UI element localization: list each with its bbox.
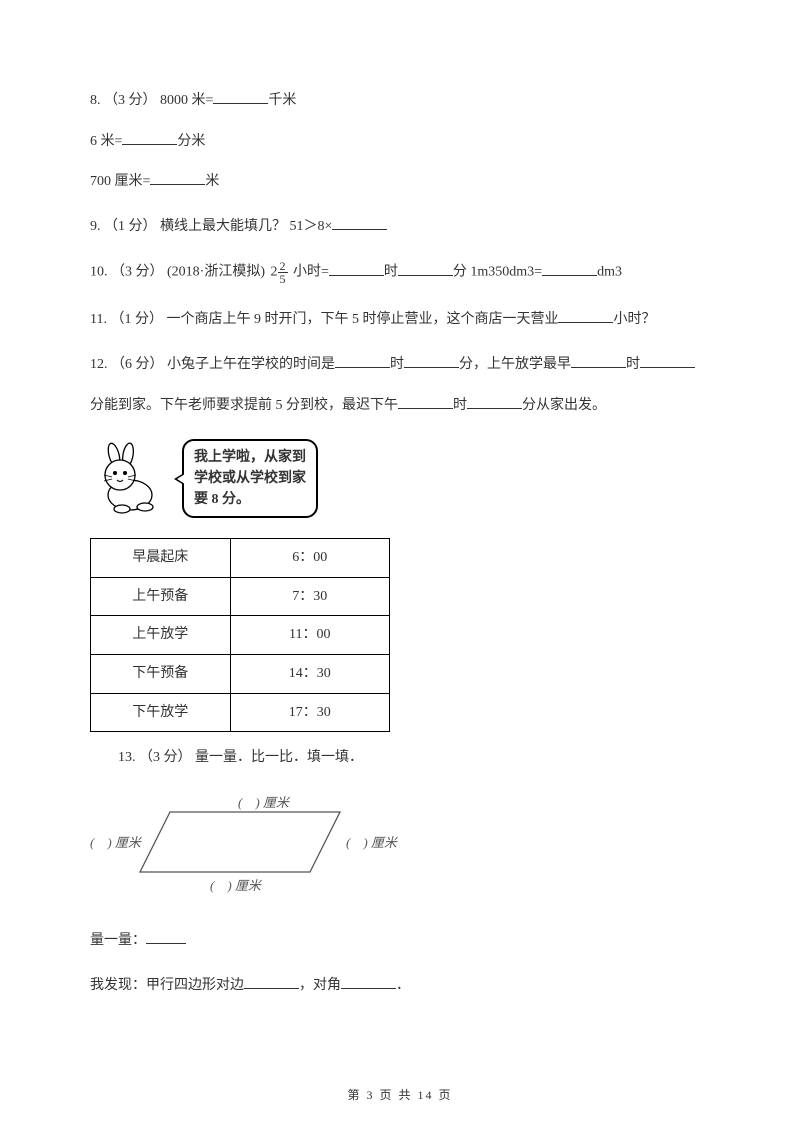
q13-label: 13. （3 分） 量一量．比一比．填一填．	[90, 748, 710, 768]
blank	[571, 354, 626, 368]
q12-a: 12. （6 分） 小兔子上午在学校的时间是	[90, 357, 335, 372]
page-footer: 第 3 页 共 14 页	[0, 1087, 800, 1104]
q10-h: 时	[384, 265, 398, 280]
q12-b: 时	[390, 357, 404, 372]
q13-measure: 量一量：	[90, 930, 710, 951]
question-11: 11. （1 分） 一个商店上午 9 时开门，下午 5 时停止营业，这个商店一天…	[90, 309, 710, 330]
question-9: 9. （1 分） 横线上最大能填几？ 51＞8×	[90, 216, 710, 237]
blank	[640, 354, 695, 368]
table-row: 下午放学17：30	[91, 693, 390, 732]
blank	[146, 930, 186, 944]
q8-sub2-unit: 分米	[177, 134, 205, 149]
frac: 25	[278, 260, 288, 285]
q12-d: 时	[626, 357, 640, 372]
q8-unit1: 千米	[268, 93, 296, 108]
svg-text:( ) 厘米: ( ) 厘米	[238, 795, 291, 810]
schedule-time: 11：00	[230, 616, 390, 655]
blank	[542, 262, 597, 276]
blank	[335, 354, 390, 368]
q13-find: 我发现：甲行四边形对边 ，对角 ．	[90, 975, 710, 996]
table-row: 下午预备14：30	[91, 654, 390, 693]
blank	[329, 262, 384, 276]
q12-2c: 分从家出发。	[522, 398, 606, 413]
table-row: 上午放学11：00	[91, 616, 390, 655]
q8-sub2-pre: 6 米=	[90, 134, 122, 149]
schedule-label: 下午放学	[91, 693, 231, 732]
q8-sub3-pre: 700 厘米=	[90, 174, 150, 189]
svg-text:( ) 厘米: ( ) 厘米	[210, 878, 263, 893]
bunny-icon	[90, 441, 170, 516]
q13-find-b: ，对角	[299, 978, 341, 993]
schedule-time: 14：30	[230, 654, 390, 693]
blank	[341, 975, 396, 989]
q10-m: 分 1m350dm3=	[453, 265, 542, 280]
q10-after: 小时=	[293, 265, 329, 280]
schedule-table: 早晨起床6：00上午预备7：30上午放学11：00下午预备14：30下午放学17…	[90, 538, 390, 732]
schedule-label: 下午预备	[91, 654, 231, 693]
q12-2a: 分能到家。下午老师要求提前 5 分到校，最迟下午	[90, 398, 398, 413]
q8-sub3-unit: 米	[205, 174, 219, 189]
blank	[213, 90, 268, 104]
blank	[467, 395, 522, 409]
q13-find-a: 我发现：甲行四边形对边	[90, 978, 244, 993]
q8-text: 8. （3 分） 8000 米=	[90, 93, 213, 108]
q12-2b: 时	[453, 398, 467, 413]
table-row: 上午预备7：30	[91, 577, 390, 616]
schedule-label: 早晨起床	[91, 539, 231, 578]
q13-measure-label: 量一量：	[90, 933, 146, 948]
blank	[398, 395, 453, 409]
q13-find-c: ．	[396, 978, 410, 993]
blank	[404, 354, 459, 368]
blank	[558, 309, 613, 323]
question-10: 10. （3 分） (2018·浙江模拟) 225 小时= 时 分 1m350dm3…	[90, 260, 710, 285]
q12-c: 分，上午放学最早	[459, 357, 571, 372]
blank	[244, 975, 299, 989]
bunny-speech-row: 我上学啦，从家到 学校或从学校到家 要 8 分。	[90, 439, 710, 518]
frac-den: 5	[278, 273, 288, 285]
speech-bubble: 我上学啦，从家到 学校或从学校到家 要 8 分。	[182, 439, 318, 518]
schedule-label: 上午预备	[91, 577, 231, 616]
schedule-label: 上午放学	[91, 616, 231, 655]
svg-text:( ) 厘米: ( ) 厘米	[90, 835, 143, 850]
blank	[122, 131, 177, 145]
q11-after: 小时？	[613, 312, 655, 327]
question-12: 12. （6 分） 小兔子上午在学校的时间是时分，上午放学最早时 分能到家。下午…	[90, 354, 710, 415]
speech-line-1: 我上学啦，从家到	[194, 447, 306, 468]
speech-line-2: 学校或从学校到家	[194, 468, 306, 489]
q10-dm3: dm3	[597, 265, 622, 280]
schedule-tbody: 早晨起床6：00上午预备7：30上午放学11：00下午预备14：30下午放学17…	[91, 539, 390, 732]
schedule-time: 7：30	[230, 577, 390, 616]
mixed-fraction: 225	[271, 260, 288, 285]
table-row: 早晨起床6：00	[91, 539, 390, 578]
q9-text: 9. （1 分） 横线上最大能填几？ 51＞8×	[90, 219, 332, 234]
q10-pre: 10. （3 分） (2018·浙江模拟)	[90, 265, 269, 280]
blank	[332, 216, 387, 230]
schedule-time: 6：00	[230, 539, 390, 578]
question-8: 8. （3 分） 8000 米= 千米 6 米= 分米 700 厘米= 米	[90, 90, 710, 192]
frac-int: 2	[271, 265, 278, 280]
parallelogram-diagram: ( ) 厘米 ( ) 厘米 ( ) 厘米 ( ) 厘米	[90, 792, 710, 909]
q11-text: 11. （1 分） 一个商店上午 9 时开门，下午 5 时停止营业，这个商店一天…	[90, 312, 558, 327]
svg-text:( ) 厘米: ( ) 厘米	[346, 835, 399, 850]
blank	[398, 262, 453, 276]
question-13: 13. （3 分） 量一量．比一比．填一填．	[90, 748, 710, 768]
blank	[150, 171, 205, 185]
schedule-time: 17：30	[230, 693, 390, 732]
speech-line-3: 要 8 分。	[194, 489, 306, 510]
